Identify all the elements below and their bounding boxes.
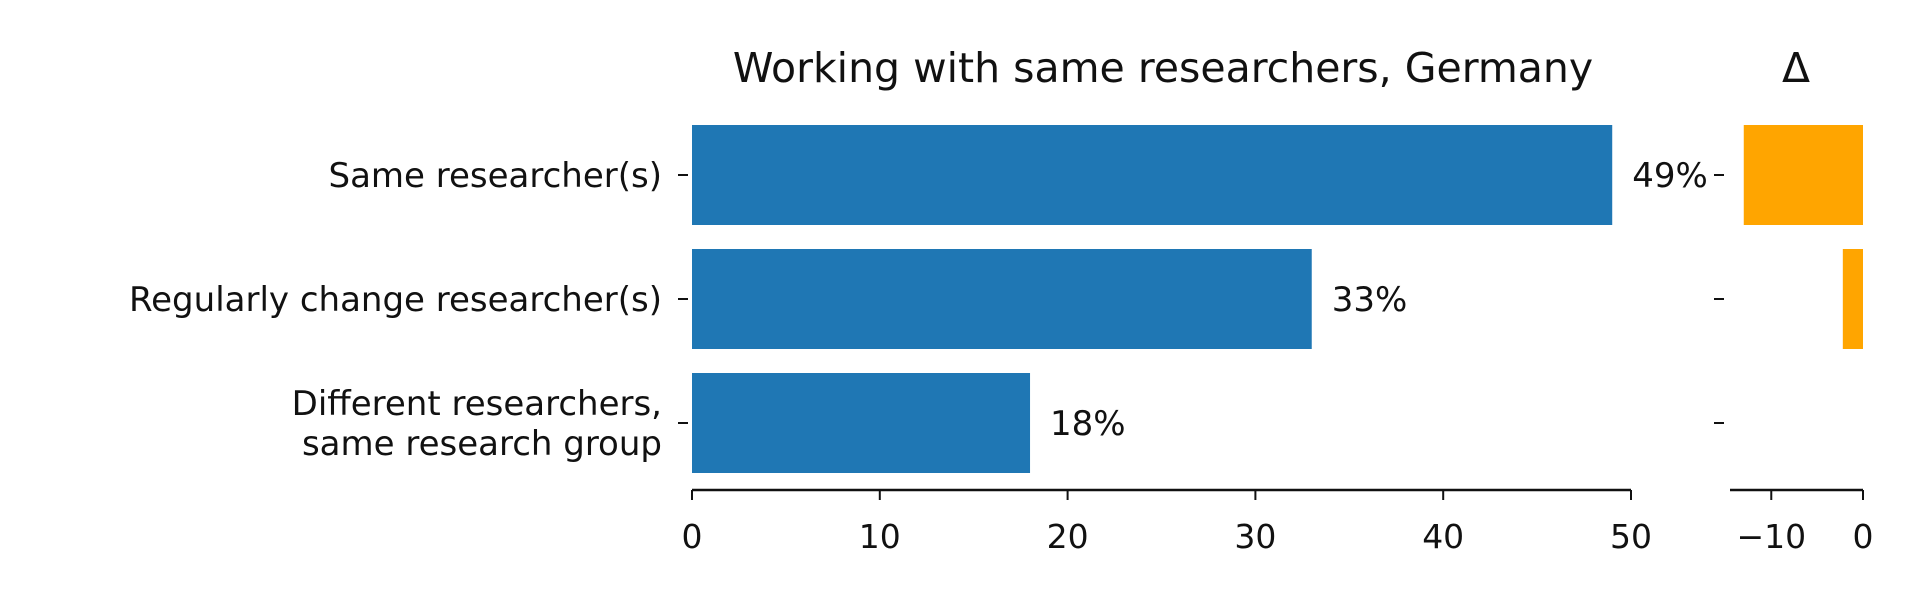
delta-title: Δ <box>1782 44 1810 92</box>
data-label: 49% <box>1632 156 1708 196</box>
x-tick-label: 10 <box>859 517 901 556</box>
x-tick-label: 0 <box>682 517 703 556</box>
x-tick-label: 50 <box>1610 517 1652 556</box>
delta-bar <box>1743 125 1863 225</box>
delta-chart: Δ −10 0 <box>1714 44 1874 556</box>
delta-x-tick-label: 0 <box>1853 517 1874 556</box>
x-tick-label: 30 <box>1234 517 1276 556</box>
delta-bar <box>1842 249 1863 349</box>
category-label: Regularly change researcher(s) <box>129 280 662 320</box>
delta-x-tick-label: −10 <box>1736 517 1806 556</box>
category-label: same research group <box>302 424 662 464</box>
x-tick-label: 20 <box>1047 517 1089 556</box>
data-label: 18% <box>1050 404 1126 444</box>
bar <box>692 125 1613 225</box>
bar <box>692 373 1031 473</box>
bar <box>692 249 1312 349</box>
category-label: Same researcher(s) <box>329 156 663 196</box>
main-chart: Working with same researchers, Germany 49… <box>129 44 1708 556</box>
x-tick-label: 40 <box>1422 517 1464 556</box>
chart-title: Working with same researchers, Germany <box>733 44 1593 92</box>
data-label: 33% <box>1332 280 1408 320</box>
category-label: Different researchers, <box>292 384 662 424</box>
